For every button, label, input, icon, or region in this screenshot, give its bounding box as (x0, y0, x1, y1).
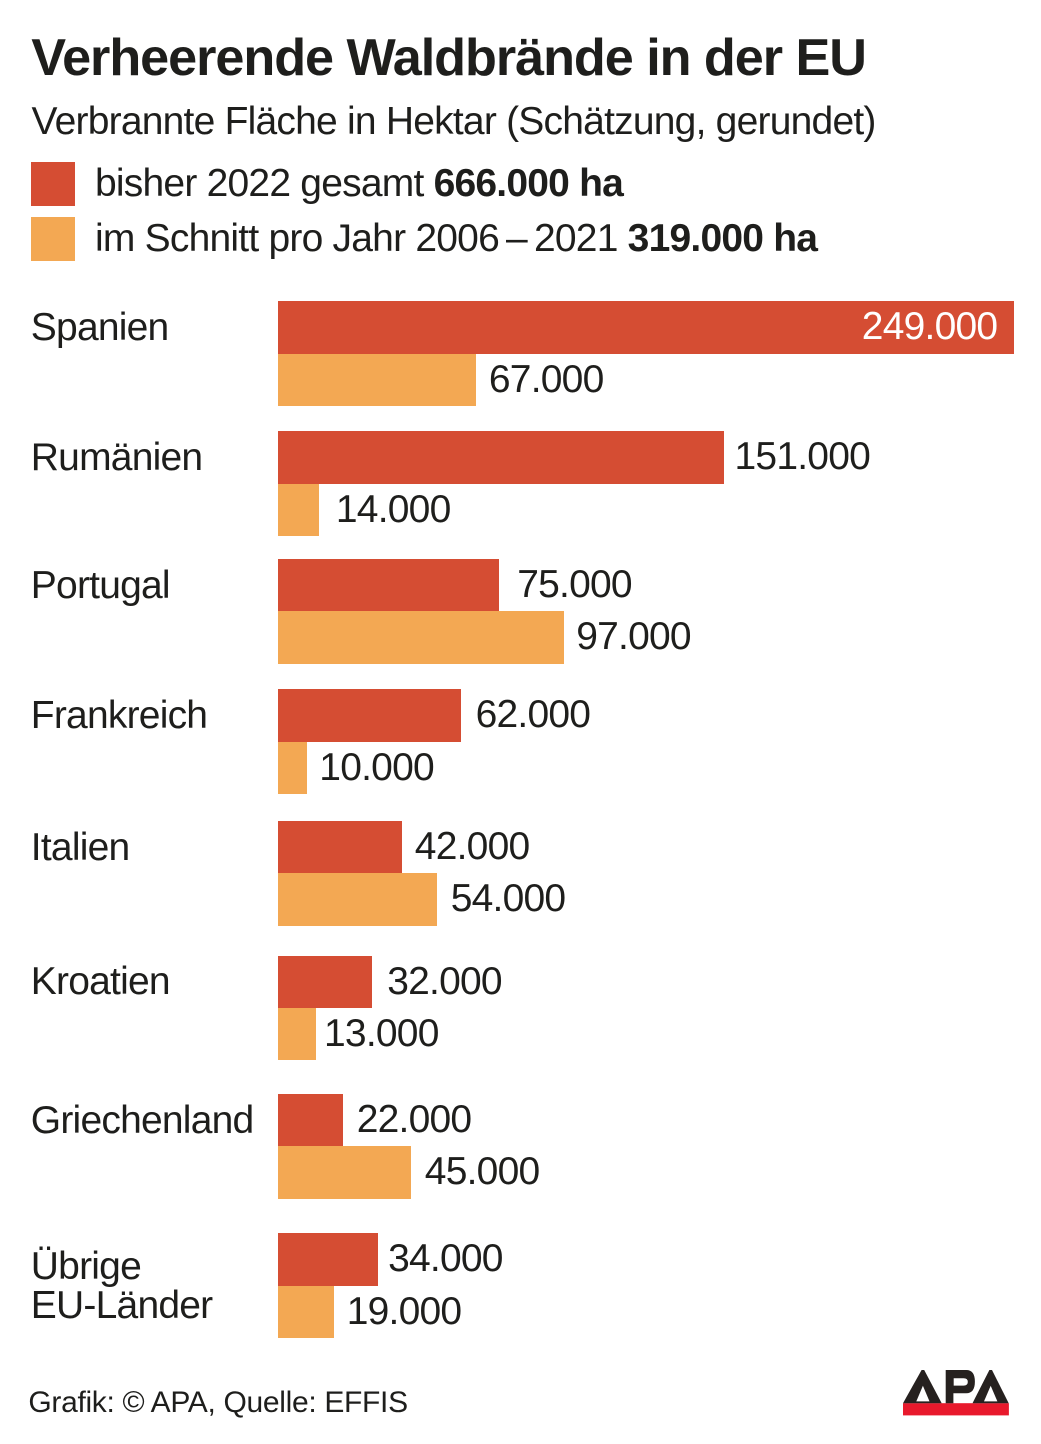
value-label: 19.000 (346, 1289, 462, 1333)
value-label: 13.000 (324, 1011, 439, 1055)
category-label: Übrige EU-Länder (31, 1233, 213, 1338)
category-label: Portugal (30, 559, 171, 611)
apa-logo (902, 1370, 1009, 1416)
chart-row-1: Spanien 249.000 67.000 (0, 301, 1041, 407)
chart-row-7: Griechenland 22.000 45.000 (0, 1093, 1041, 1199)
bar-average-Kroatien (277, 1007, 316, 1061)
chart-row-4: Frankreich 62.000 10.000 (0, 689, 1041, 794)
category-label-line: Spanien (30, 305, 169, 349)
bar-average-Griechenland (277, 1146, 411, 1199)
bar-total-2022-Rumänien (277, 431, 724, 484)
apa-logo-red-bar (902, 1403, 1009, 1416)
bar-total-2022-Italien (277, 821, 402, 874)
legend-swatch-average (31, 217, 75, 261)
category-label: Rumänien (31, 431, 203, 483)
value-label: 151.000 (734, 435, 871, 479)
bar-average-Übrige EU-Länder (277, 1285, 334, 1339)
legend-text: im Schnitt pro Jahr 2006 – 2021 (95, 217, 628, 261)
legend-value: 319.000 ha (627, 217, 818, 261)
value-label: 14.000 (335, 487, 451, 531)
category-label: Griechenland (31, 1094, 254, 1146)
value-label: 34.000 (388, 1237, 503, 1281)
chart-row-3: Portugal 75.000 97.000 (0, 559, 1041, 664)
category-label-line: Italien (30, 825, 130, 869)
bar-total-2022-Frankreich (277, 689, 461, 742)
category-label-line: Frankreich (30, 693, 208, 737)
bar-total-2022-Übrige EU-Länder (277, 1233, 378, 1286)
category-label: Kroatien (30, 956, 171, 1008)
category-label: Frankreich (30, 689, 208, 741)
chart-row-5: Italien 42.000 54.000 (0, 821, 1041, 926)
chart-subtitle: Verbrannte Fläche in Hektar (Schätzung, … (31, 99, 877, 143)
bar-average-Portugal (277, 611, 565, 664)
legend-label-2022: bisher 2022 gesamt 666.000 ha (95, 162, 624, 206)
category-label-line: Griechenland (30, 1098, 254, 1142)
value-label: 54.000 (450, 877, 566, 921)
value-label: 32.000 (387, 959, 502, 1003)
category-label: Spanien (31, 301, 169, 353)
category-label-line: Übrige (30, 1244, 142, 1288)
legend-text: bisher 2022 gesamt (95, 162, 434, 205)
category-label-line: Kroatien (30, 960, 171, 1004)
apa-logo-counters (916, 1378, 998, 1402)
bar-total-2022-Griechenland (277, 1093, 343, 1147)
category-label: Italien (31, 821, 130, 873)
bar-total-2022-Portugal (277, 559, 500, 612)
category-label-line: Portugal (30, 563, 171, 607)
chart-row-8: Übrige EU-Länder 34.000 19.000 (0, 1233, 1041, 1339)
bar-average-Italien (277, 873, 438, 926)
legend-value: 666.000 ha (433, 162, 624, 205)
legend-swatch-2022 (31, 162, 75, 206)
category-label-line: EU-Länder (30, 1283, 213, 1327)
chart-title: Verheerende Waldbrände in der EU (31, 28, 867, 87)
value-label: 42.000 (414, 825, 530, 869)
value-label: 22.000 (356, 1097, 472, 1141)
category-label-line: Rumänien (30, 435, 203, 479)
bar-average-Frankreich (277, 741, 308, 794)
value-label: 10.000 (319, 745, 434, 789)
value-label: 45.000 (424, 1150, 540, 1194)
bar-average-Rumänien (277, 483, 319, 537)
value-label: 249.000 (861, 305, 998, 349)
chart-row-2: Rumänien 151.000 14.000 (0, 431, 1041, 537)
bar-total-2022-Kroatien (277, 955, 373, 1008)
source-credit: Grafik: © APA, Quelle: EFFIS (28, 1386, 408, 1420)
value-label: 62.000 (475, 693, 591, 737)
value-label: 75.000 (517, 563, 632, 607)
chart-row-6: Kroatien 32.000 13.000 (0, 955, 1041, 1061)
bar-total-2022-Spanien (277, 301, 1014, 354)
legend-label-average: im Schnitt pro Jahr 2006 – 2021 319.000 … (95, 217, 818, 261)
value-label: 67.000 (488, 357, 604, 401)
value-label: 97.000 (576, 615, 691, 659)
bar-average-Spanien (277, 353, 476, 407)
